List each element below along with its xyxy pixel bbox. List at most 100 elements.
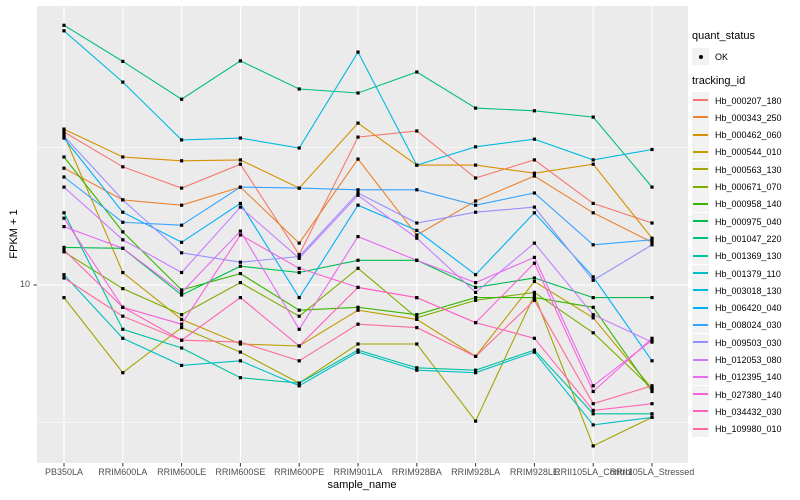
data-point[interactable]	[474, 298, 478, 302]
data-point[interactable]	[62, 248, 66, 252]
data-point[interactable]	[297, 308, 301, 312]
data-point[interactable]	[591, 423, 595, 427]
legend-entry-Hb_027380_140[interactable]: Hb_027380_140	[692, 385, 800, 403]
data-point[interactable]	[238, 281, 242, 285]
data-point[interactable]	[532, 241, 536, 245]
legend-entry-Hb_001369_130[interactable]: Hb_001369_130	[692, 247, 800, 265]
data-point[interactable]	[591, 115, 595, 119]
data-point[interactable]	[415, 296, 419, 300]
data-point[interactable]	[474, 210, 478, 214]
data-point[interactable]	[121, 327, 125, 331]
data-point[interactable]	[238, 136, 242, 140]
data-point[interactable]	[415, 326, 419, 330]
data-point[interactable]	[474, 368, 478, 372]
data-point[interactable]	[297, 270, 301, 275]
data-point[interactable]	[650, 384, 654, 388]
data-point[interactable]	[180, 270, 184, 275]
data-point[interactable]	[532, 298, 536, 302]
data-point[interactable]	[238, 59, 242, 63]
data-point[interactable]	[532, 137, 536, 141]
data-point[interactable]	[532, 290, 536, 294]
data-point[interactable]	[121, 165, 125, 169]
data-point[interactable]	[650, 415, 654, 419]
legend-entry-Hb_000975_040[interactable]: Hb_000975_040	[692, 212, 800, 230]
data-point[interactable]	[474, 371, 478, 375]
data-point[interactable]	[356, 350, 360, 354]
data-point[interactable]	[532, 211, 536, 215]
data-point[interactable]	[297, 327, 301, 331]
data-point[interactable]	[62, 216, 66, 220]
data-point[interactable]	[356, 50, 360, 54]
data-point[interactable]	[180, 322, 184, 326]
data-point[interactable]	[62, 166, 66, 170]
data-point[interactable]	[591, 313, 595, 317]
data-point[interactable]	[415, 228, 419, 232]
data-point[interactable]	[356, 121, 360, 125]
data-point[interactable]	[532, 348, 536, 352]
data-point[interactable]	[356, 235, 360, 239]
data-point[interactable]	[180, 203, 184, 207]
data-point[interactable]	[121, 305, 125, 309]
data-point[interactable]	[356, 203, 360, 207]
data-point[interactable]	[238, 342, 242, 346]
data-point[interactable]	[238, 185, 242, 189]
data-point[interactable]	[180, 251, 184, 255]
data-point[interactable]	[591, 444, 595, 448]
data-point[interactable]	[297, 87, 301, 91]
data-point[interactable]	[121, 210, 125, 214]
data-point[interactable]	[474, 199, 478, 203]
data-point[interactable]	[356, 322, 360, 326]
data-point[interactable]	[297, 146, 301, 150]
data-point[interactable]	[474, 106, 478, 110]
data-point[interactable]	[474, 296, 478, 300]
data-point[interactable]	[62, 225, 66, 229]
data-point[interactable]	[356, 308, 360, 312]
data-point[interactable]	[591, 408, 595, 412]
data-point[interactable]	[62, 29, 66, 33]
data-point[interactable]	[297, 256, 301, 260]
data-point[interactable]	[591, 402, 595, 406]
data-point[interactable]	[180, 159, 184, 163]
data-point[interactable]	[474, 203, 478, 207]
data-point[interactable]	[121, 155, 125, 159]
data-point[interactable]	[650, 412, 654, 416]
data-point[interactable]	[238, 162, 242, 166]
data-point[interactable]	[238, 201, 242, 205]
data-point[interactable]	[238, 229, 242, 233]
data-point[interactable]	[297, 344, 301, 348]
data-point[interactable]	[532, 276, 536, 280]
data-point[interactable]	[591, 162, 595, 166]
data-point[interactable]	[180, 317, 184, 321]
data-point[interactable]	[121, 198, 125, 202]
data-point[interactable]	[474, 273, 478, 277]
data-point[interactable]	[415, 221, 419, 225]
data-point[interactable]	[591, 158, 595, 162]
data-point[interactable]	[591, 412, 595, 416]
data-point[interactable]	[62, 130, 66, 134]
data-point[interactable]	[591, 296, 595, 300]
data-point[interactable]	[62, 211, 66, 215]
data-point[interactable]	[415, 313, 419, 317]
data-point[interactable]	[180, 240, 184, 244]
data-point[interactable]	[474, 354, 478, 358]
data-point[interactable]	[180, 338, 184, 342]
data-point[interactable]	[238, 350, 242, 354]
data-point[interactable]	[415, 368, 419, 372]
data-point[interactable]	[474, 163, 478, 167]
data-point[interactable]	[238, 205, 242, 209]
data-point[interactable]	[121, 246, 125, 250]
data-point[interactable]	[121, 80, 125, 84]
data-point[interactable]	[415, 129, 419, 133]
data-point[interactable]	[356, 305, 360, 309]
data-point[interactable]	[180, 326, 184, 330]
data-point[interactable]	[591, 201, 595, 205]
data-point[interactable]	[180, 363, 184, 367]
data-point[interactable]	[356, 342, 360, 346]
data-point[interactable]	[532, 158, 536, 162]
data-point[interactable]	[356, 157, 360, 161]
data-point[interactable]	[474, 290, 478, 294]
data-point[interactable]	[297, 254, 301, 259]
data-point[interactable]	[532, 296, 536, 300]
data-point[interactable]	[591, 278, 595, 282]
data-point[interactable]	[62, 134, 66, 138]
